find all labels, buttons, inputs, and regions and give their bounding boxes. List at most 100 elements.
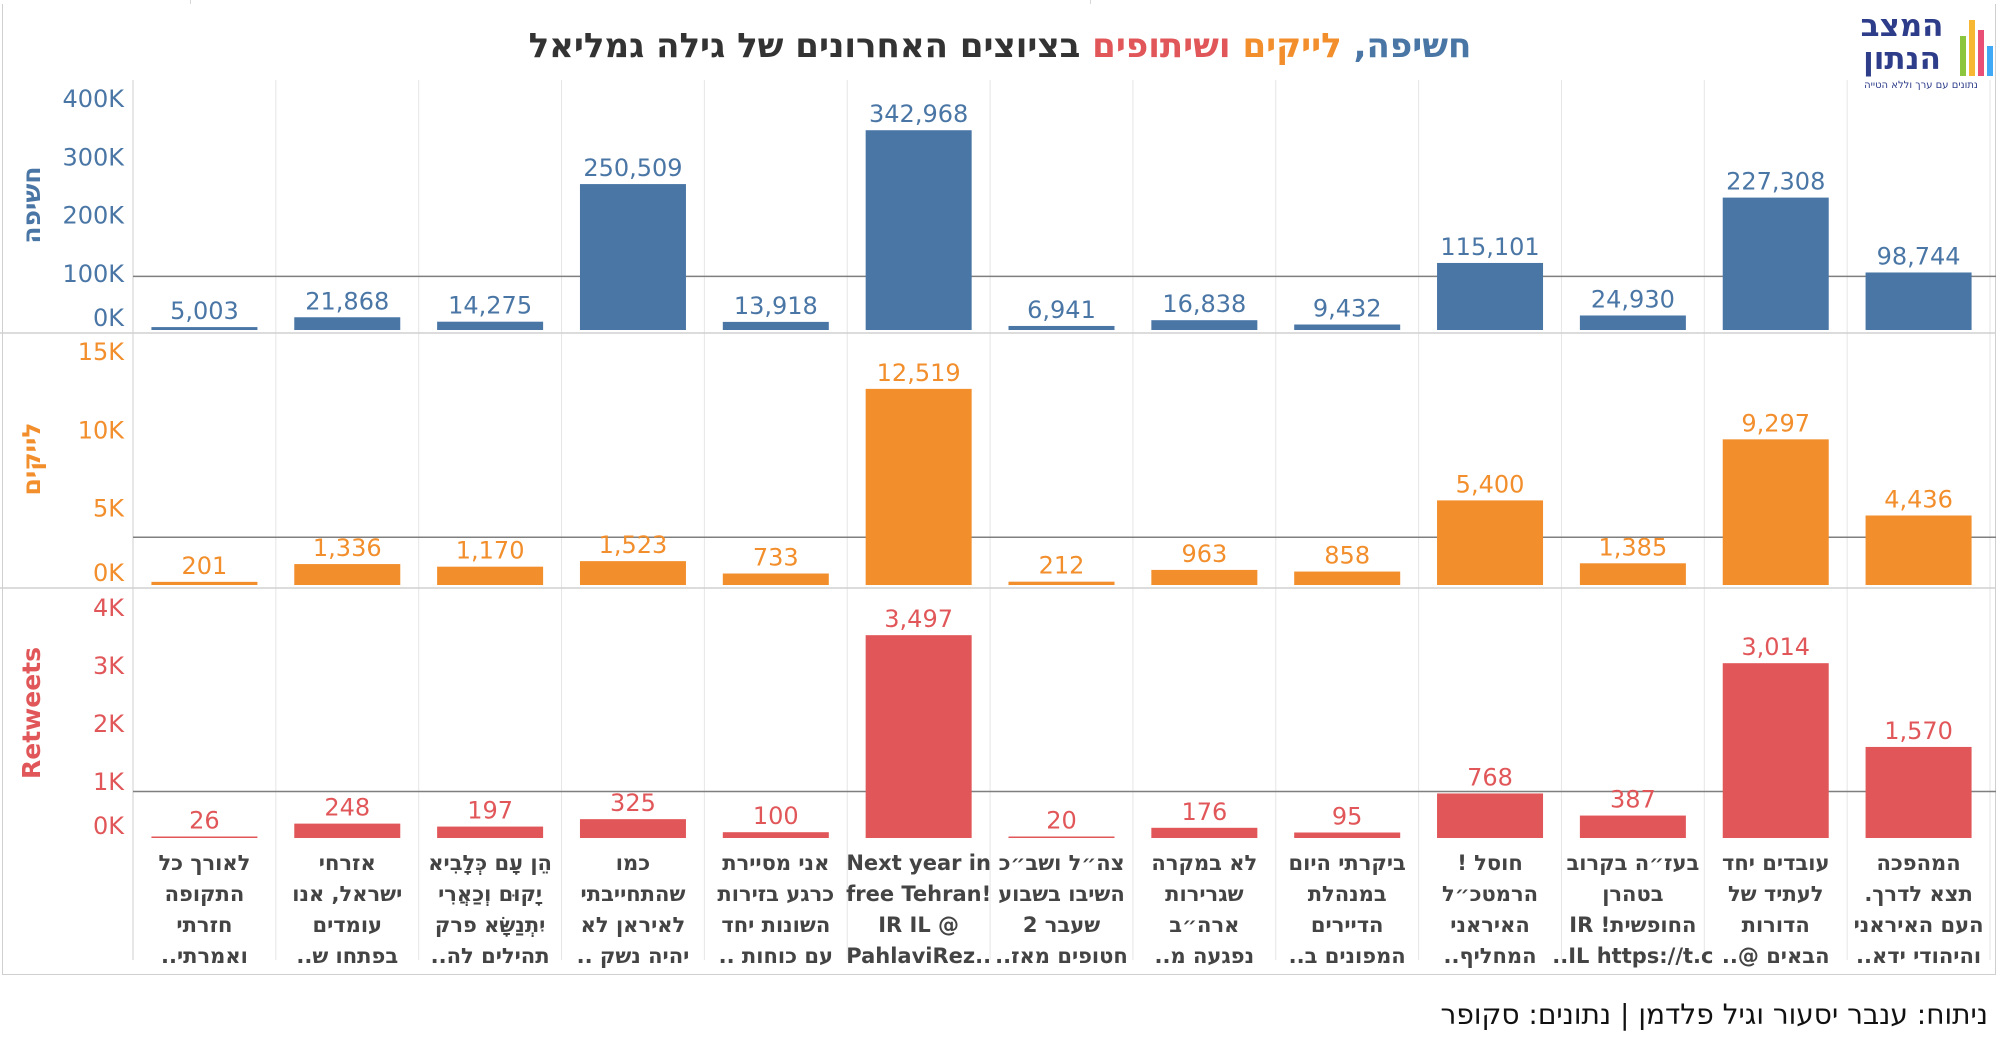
bar [1151, 320, 1258, 330]
title-likes: לייקים [1242, 26, 1342, 66]
data-label: 342,968 [869, 100, 968, 128]
bar [865, 130, 972, 330]
data-label: 768 [1467, 763, 1513, 791]
category-label: יִתְנַשָּׂא פרק [435, 913, 546, 937]
category-label: יהיה נשק .. [577, 944, 690, 968]
bar [151, 836, 258, 838]
data-label: 5,003 [170, 297, 239, 325]
category-label: IL https://t.c.. [1552, 944, 1713, 968]
axis-title: לייקים [17, 422, 46, 495]
data-label: 197 [467, 797, 513, 825]
data-label: 1,385 [1599, 533, 1668, 561]
credits-footer: ניתוח: ענבר יסעור וגיל פלדמן | נתונים: ס… [1440, 998, 1988, 1031]
data-label: 3,014 [1741, 633, 1810, 661]
axis-title: חשיפה [17, 166, 46, 243]
y-tick-label: 0K [93, 559, 125, 587]
y-tick-label: 10K [78, 416, 126, 444]
category-label: לאיראן לא [581, 913, 686, 937]
data-label: 227,308 [1726, 168, 1825, 196]
data-label: 250,509 [583, 154, 682, 182]
data-label: 387 [1610, 786, 1656, 814]
category-label: ואמרתי.. [161, 944, 248, 968]
data-label: 1,336 [313, 534, 382, 562]
bar [865, 388, 972, 585]
bar [294, 564, 401, 585]
y-tick-label: 300K [62, 143, 125, 171]
bar [1151, 569, 1258, 585]
data-label: 115,101 [1440, 233, 1539, 261]
data-label: 858 [1324, 542, 1370, 570]
data-label: 6,941 [1027, 296, 1096, 324]
category-label: לא במקרה [1151, 851, 1257, 875]
category-label: עומדים [312, 913, 382, 937]
category-label: IR IL @ [878, 913, 959, 937]
bar [151, 327, 258, 330]
bar [1437, 793, 1544, 838]
bar [722, 573, 829, 585]
bar [1579, 315, 1686, 330]
tab-divider [1090, 0, 1997, 4]
bar [579, 184, 686, 330]
logo-line2: הנתון [1863, 41, 1941, 77]
data-label: 1,170 [456, 537, 525, 565]
bar [722, 832, 829, 838]
bar [294, 317, 401, 330]
category-label: ארה״ב [1169, 913, 1239, 937]
bar [1008, 581, 1115, 585]
data-label: 100 [753, 802, 799, 830]
data-label: 963 [1181, 540, 1227, 568]
category-label: הדיירים [1311, 913, 1384, 937]
bar [1151, 827, 1258, 838]
bar [1722, 197, 1829, 330]
data-label: 98,744 [1877, 242, 1961, 270]
bar [1008, 836, 1115, 838]
category-label: המפונים ב.. [1289, 944, 1406, 968]
data-label: 4,436 [1884, 486, 1953, 514]
category-label: האיראני [1450, 913, 1530, 937]
category-label: השיבו בשבוע [998, 882, 1125, 906]
data-label: 5,400 [1456, 470, 1525, 498]
axis-title: Retweets [17, 647, 46, 779]
logo-text: המצב הנתון [1848, 10, 1956, 76]
category-label: לעתיד של [1728, 882, 1824, 906]
bar [1437, 262, 1544, 330]
data-label: 26 [189, 806, 220, 834]
bar [1865, 515, 1972, 585]
category-label: ישראל, אנו [292, 882, 402, 906]
data-label: 248 [324, 794, 370, 822]
category-label: יָקוּם וְכַאֲרִי [438, 882, 543, 906]
y-tick-label: 100K [62, 260, 125, 288]
category-label: התקופה [165, 882, 245, 906]
category-label: שגרירות [1165, 882, 1243, 906]
bar [294, 823, 401, 838]
category-label: עם כוחות .. [719, 944, 833, 968]
bar [151, 581, 258, 585]
category-label: כרגע בזירות [717, 882, 834, 906]
logo-line1: המצב [1860, 8, 1944, 44]
top-strip [0, 0, 2000, 4]
y-tick-label: 4K [93, 594, 125, 622]
category-label: הבאים @.. [1722, 944, 1830, 968]
data-label: 24,930 [1591, 285, 1675, 313]
category-label: בפתחו ש.. [296, 944, 398, 968]
y-tick-label: 2K [93, 710, 125, 738]
bar [1294, 832, 1401, 838]
data-label: 325 [610, 789, 656, 817]
y-tick-label: 0K [93, 304, 125, 332]
y-tick-label: 200K [62, 202, 125, 230]
data-label: 176 [1181, 798, 1227, 826]
category-label: אזרחי [319, 851, 376, 875]
data-label: 12,519 [877, 359, 961, 387]
category-label: כמו [616, 851, 650, 875]
category-label: נפגעה מ.. [1155, 944, 1255, 968]
category-label: החופשית! IR [1569, 913, 1696, 937]
data-label: 201 [182, 552, 228, 580]
logo-bars-icon [1960, 20, 1994, 76]
data-label: 1,570 [1884, 717, 1953, 745]
bar [437, 321, 544, 330]
category-label: ביקרתי היום [1288, 851, 1405, 875]
data-label: 733 [753, 544, 799, 572]
category-label: Next year in [846, 851, 991, 875]
category-label: עובדים יחד [1722, 851, 1829, 875]
data-label: 9,432 [1313, 295, 1382, 323]
